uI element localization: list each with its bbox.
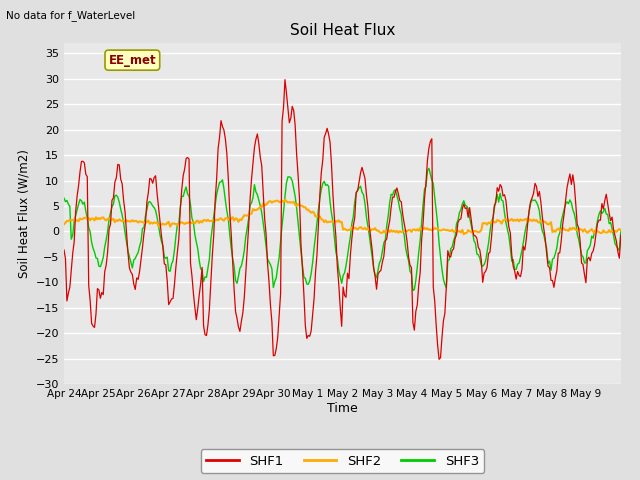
- X-axis label: Time: Time: [327, 402, 358, 415]
- Legend: SHF1, SHF2, SHF3: SHF1, SHF2, SHF3: [201, 449, 484, 473]
- Title: Soil Heat Flux: Soil Heat Flux: [290, 23, 395, 38]
- Text: No data for f_WaterLevel: No data for f_WaterLevel: [6, 10, 136, 21]
- Y-axis label: Soil Heat Flux (W/m2): Soil Heat Flux (W/m2): [17, 149, 30, 278]
- Text: EE_met: EE_met: [109, 54, 156, 67]
